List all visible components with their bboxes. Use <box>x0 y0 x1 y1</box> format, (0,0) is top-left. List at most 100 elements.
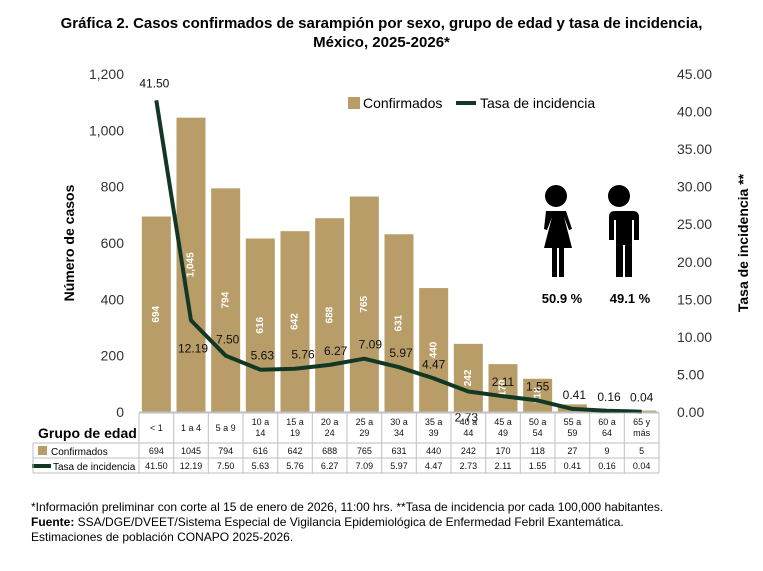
bars-confirmados <box>141 117 657 413</box>
chart-title-line-1: Gráfica 2. Casos confirmados de sarampió… <box>60 15 703 32</box>
category-label: 40 a <box>460 417 478 427</box>
right-tick-label: 35.00 <box>677 141 712 157</box>
table-cell: 642 <box>287 446 302 456</box>
female-percent: 50.9 % <box>542 291 583 306</box>
right-axis-label: Tasa de incidencia ** <box>735 173 751 312</box>
table-cell: 27 <box>567 446 577 456</box>
line-value-label: 5.76 <box>291 348 315 362</box>
line-value-labels: 41.50 12.19 7.50 5.63 5.76 6.27 7.09 5.97 4.47 2.… <box>139 76 653 424</box>
source-label: Fuente: <box>31 515 75 529</box>
table-cell: 694 <box>149 446 164 456</box>
bar <box>488 364 518 412</box>
left-axis-label: Número de casos <box>61 184 77 301</box>
category-label: 55 a <box>564 417 582 427</box>
right-tick-label: 45.00 <box>677 66 712 82</box>
left-tick-label: 1,000 <box>89 122 124 138</box>
left-tick-label: 400 <box>101 291 125 307</box>
line-value-label: 5.63 <box>251 349 275 363</box>
table-cell: 9 <box>604 446 609 456</box>
bar-value-label: 642 <box>290 313 301 330</box>
table-cell: 765 <box>357 446 372 456</box>
left-tick-label: 0 <box>116 404 124 420</box>
category-label: 1 a 4 <box>181 423 201 433</box>
table-cell: 440 <box>426 446 441 456</box>
table-cell: 0.16 <box>598 461 616 471</box>
chart-title: Gráfica 2. Casos confirmados de sarampió… <box>0 14 763 52</box>
right-axis-ticks: 0.00 5.00 10.00 15.00 20.00 25.00 30.00 35.00 40… <box>677 66 712 420</box>
table-cell: 0.41 <box>564 461 582 471</box>
legend: Confirmados Tasa de incidencia <box>348 95 595 111</box>
right-tick-label: 40.00 <box>677 104 712 120</box>
bar <box>523 378 553 412</box>
table-cell: 7.50 <box>217 461 235 471</box>
category-label: 25 a <box>356 417 374 427</box>
left-axis-ticks: 0 200 400 600 800 1,000 1,200 <box>89 66 124 420</box>
bar-value-label: 118 <box>532 387 543 404</box>
category-label: 50 a <box>529 417 547 427</box>
table-cell: 6.27 <box>321 461 339 471</box>
category-label: < 1 <box>150 423 163 433</box>
category-label: 14 <box>255 428 265 438</box>
line-value-label: 2.73 <box>455 410 479 424</box>
bar-value-label: 631 <box>394 314 405 331</box>
table-cell: 631 <box>391 446 406 456</box>
line-value-label: 6.27 <box>324 344 348 358</box>
table-cell: 0.04 <box>633 461 651 471</box>
legend-swatch-confirmados <box>348 97 360 109</box>
source-text: SSA/DGE/DVEET/Sistema Especial de Vigila… <box>74 515 624 529</box>
category-label: 44 <box>463 428 473 438</box>
bar <box>315 218 345 412</box>
footnotes: *Información preliminar con corte al 15 … <box>31 500 731 545</box>
left-tick-label: 600 <box>101 235 125 251</box>
table-cell: 1045 <box>181 446 201 456</box>
table-cell: 688 <box>322 446 337 456</box>
line-tasa-incidencia <box>154 99 642 414</box>
right-tick-label: 20.00 <box>677 254 712 270</box>
bar <box>211 188 241 412</box>
table-row-label-confirmados: Confirmados <box>51 447 108 458</box>
category-label: 65 y <box>633 417 651 427</box>
category-label: 64 <box>602 428 612 438</box>
category-label: 49 <box>498 428 508 438</box>
table-cell: 12.19 <box>180 461 203 471</box>
right-tick-label: 25.00 <box>677 216 712 232</box>
category-label: más <box>633 428 651 438</box>
table-swatch-confirmados-box <box>38 446 47 455</box>
category-label: 5 a 9 <box>216 423 236 433</box>
footnote-source: Fuente: SSA/DGE/DVEET/Sistema Especial d… <box>31 515 731 530</box>
category-label: 29 <box>359 428 369 438</box>
category-label: 60 a <box>598 417 616 427</box>
line-value-label: 7.09 <box>359 338 383 352</box>
left-tick-label: 200 <box>101 348 125 364</box>
category-label: 30 a <box>390 417 408 427</box>
line-value-label: 5.97 <box>389 346 413 360</box>
bar <box>419 288 449 412</box>
bar-value-label: 765 <box>359 295 370 312</box>
bar-value-label: 440 <box>428 341 439 358</box>
line-value-label: 0.16 <box>597 390 621 404</box>
table-header: Grupo de edad <box>38 425 137 441</box>
male-percent: 49.1 % <box>610 291 651 306</box>
table-row-label-tasa: Tasa de incidencia <box>53 462 136 473</box>
right-tick-label: 15.00 <box>677 291 712 307</box>
line-value-label: 41.50 <box>139 76 169 90</box>
table-cell: 2.73 <box>460 461 478 471</box>
right-tick-label: 30.00 <box>677 179 712 195</box>
bar-value-label: 170 <box>498 379 509 396</box>
table-cell: 5.97 <box>390 461 408 471</box>
bar <box>349 196 379 412</box>
table-cell: 616 <box>253 446 268 456</box>
category-label: 35 a <box>425 417 443 427</box>
line-value-label: 4.47 <box>422 357 446 371</box>
category-label: 59 <box>567 428 577 438</box>
bar-value-label: 688 <box>324 306 335 323</box>
legend-label-confirmados: Confirmados <box>363 95 442 111</box>
line-value-label: 0.04 <box>630 391 654 405</box>
footnote-preliminary: *Información preliminar con corte al 15 … <box>31 500 664 514</box>
line-value-label: 0.41 <box>563 388 587 402</box>
right-tick-label: 5.00 <box>677 366 704 382</box>
category-label: 15 a <box>286 417 304 427</box>
right-tick-label: 0.00 <box>677 404 704 420</box>
table-cell: 794 <box>218 446 233 456</box>
category-label: 54 <box>533 428 543 438</box>
